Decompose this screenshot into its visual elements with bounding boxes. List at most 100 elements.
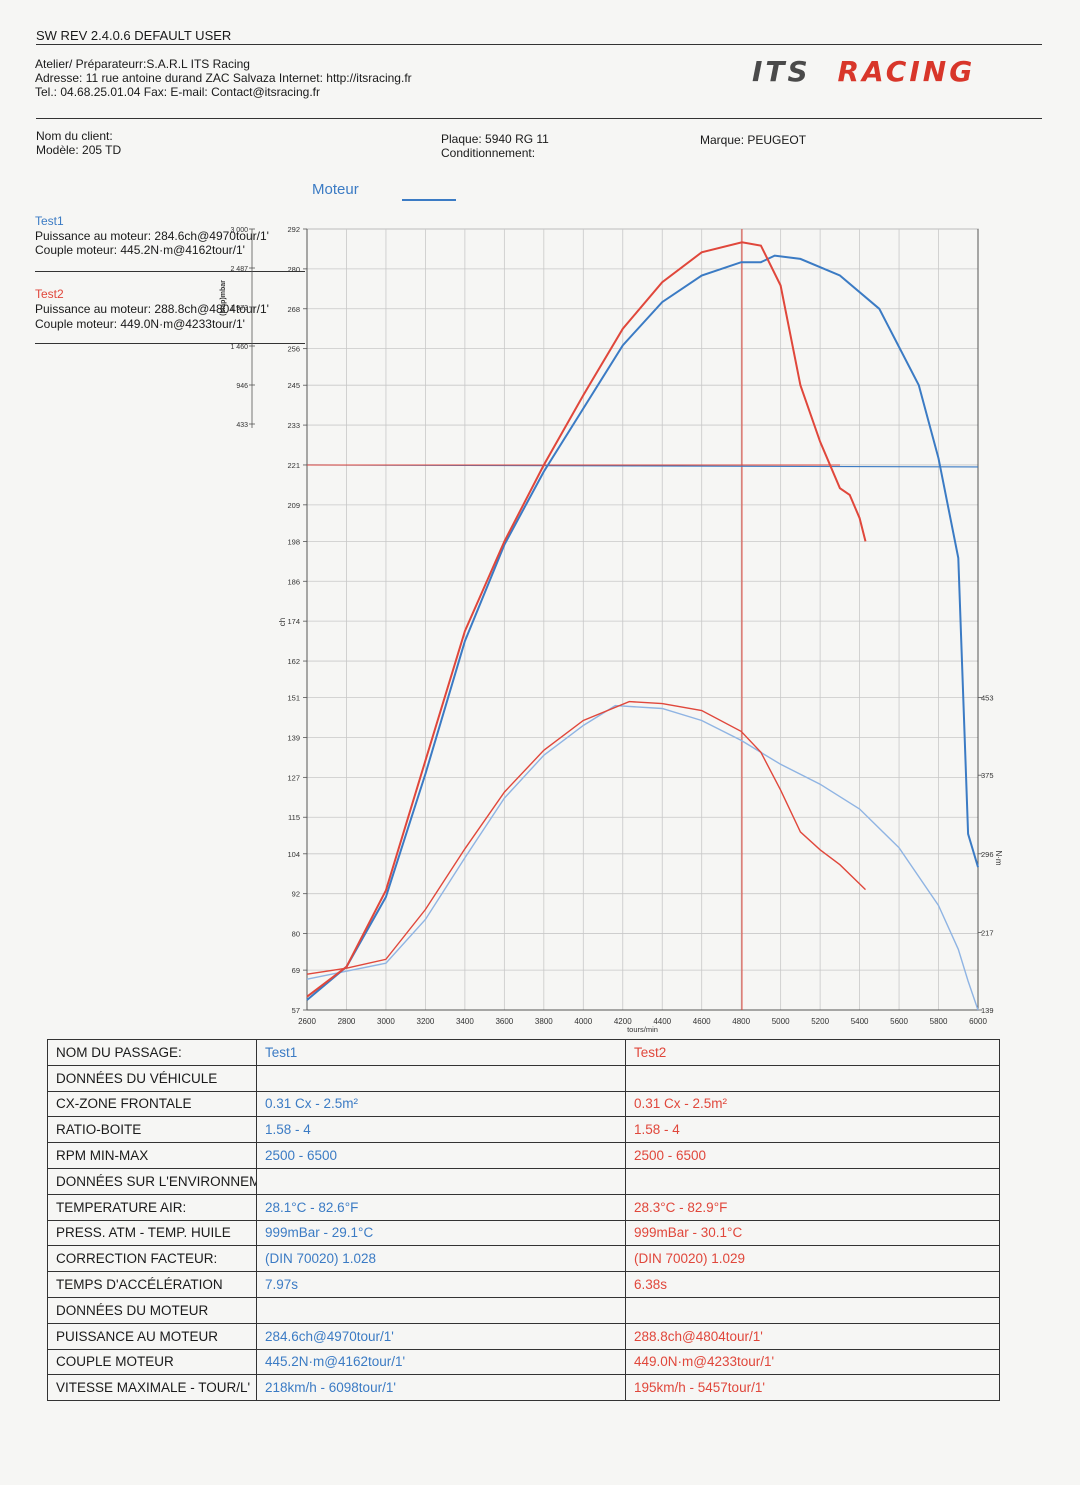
y-tick-label: 256 [287, 345, 300, 354]
x-tick-label: 5000 [772, 1017, 790, 1026]
y-tick-label: 198 [287, 537, 300, 546]
x-tick-label: 4400 [653, 1017, 671, 1026]
x-axis-title: tours/min [627, 1025, 658, 1034]
row-label: RATIO-BOITE [47, 1116, 257, 1144]
power-line-test1 [306, 254, 979, 1001]
y-tick-label: 174 [287, 617, 300, 626]
x-tick-label: 5200 [811, 1017, 829, 1026]
row-label: VITESSE MAXIMALE - TOUR/L' [47, 1374, 257, 1402]
x-tick-label: 5400 [851, 1017, 869, 1026]
y2-tick-label: 375 [981, 771, 994, 780]
test2-power: Puissance au moteur: 288.8ch@4804tour/1' [35, 302, 269, 316]
test2-value: 999mBar - 30.1°C [625, 1219, 1000, 1247]
x-tick-label: 6000 [969, 1017, 987, 1026]
map-tick-label: 2 487 [230, 266, 248, 273]
map-tick-label: 946 [236, 383, 248, 390]
test2-value: 2500 - 6500 [625, 1142, 1000, 1169]
x-tick-label: 3800 [535, 1017, 553, 1026]
test1-value: 445.2N·m@4162tour/1' [256, 1348, 626, 1376]
test1-value: 1.58 - 4 [256, 1116, 626, 1144]
header-test1: Test1 [256, 1039, 626, 1066]
x-tick-label: 3400 [456, 1017, 474, 1026]
map-tick-label: 433 [236, 422, 248, 429]
test1-value: 2500 - 6500 [256, 1142, 626, 1169]
y-tick-label: 245 [287, 381, 300, 390]
y-tick-label: 186 [287, 577, 300, 586]
y-tick-label: 233 [287, 421, 300, 430]
y-tick-label: 292 [287, 225, 300, 234]
x-tick-label: 3200 [417, 1017, 435, 1026]
test1-value: 7.97s [256, 1271, 626, 1298]
table-row: CORRECTION FACTEUR: (DIN 70020) 1.028 (DIN… [47, 1245, 1000, 1273]
table-row: DONNÉES DU VÉHICULE [47, 1064, 1000, 1092]
y-axis-title: ch [278, 618, 287, 626]
y2-tick-label: 217 [981, 928, 994, 937]
y-tick-label: 80 [292, 930, 300, 939]
y-tick-label: 139 [287, 733, 300, 742]
row-label: CORRECTION FACTEUR: [47, 1245, 257, 1273]
table-row: PRESS. ATM - TEMP. HUILE 999mBar - 29.1°C… [47, 1219, 1000, 1247]
row-label: PUISSANCE AU MOTEUR [47, 1322, 257, 1350]
dyno-chart: 2600 2800 3000 3200 3400 3600 3800 4000 4200 4400… [220, 225, 1003, 1034]
row-label: TEMPS D'ACCÉLÉRATION [47, 1271, 257, 1298]
row-label: CX-ZONE FRONTALE [47, 1090, 257, 1118]
map-tick-label: 1 973 [230, 305, 248, 312]
test1-value [256, 1296, 626, 1324]
test1-torque: Couple moteur: 445.2N·m@4162tour/1' [35, 243, 245, 257]
chart-series [306, 229, 979, 1011]
row-label: TEMPERATURE AIR: [47, 1193, 257, 1221]
y2-tick-label: 453 [981, 694, 994, 703]
y-tick-label: 151 [287, 694, 300, 703]
software-version: SW REV 2.4.0.6 DEFAULT USER [36, 28, 232, 43]
row-label: RPM MIN-MAX [47, 1142, 257, 1169]
test1-value [256, 1167, 626, 1195]
test1-value: 284.6ch@4970tour/1' [256, 1322, 626, 1350]
test2-title: Test2 [35, 287, 64, 301]
y2-tick-label: 139 [981, 1006, 994, 1015]
table-row: PUISSANCE AU MOTEUR 284.6ch@4970tour/1' 28… [47, 1322, 1000, 1350]
test1-value [256, 1064, 626, 1092]
row-label: DONNÉES DU MOTEUR [47, 1296, 257, 1324]
x-tick-label: 2800 [338, 1017, 356, 1026]
y-tick-label: 162 [287, 657, 300, 666]
x-tick-label: 4200 [614, 1017, 632, 1026]
map-tick-label: 3 000 [230, 227, 248, 234]
table-row: DONNÉES DU MOTEUR [47, 1296, 1000, 1324]
header-test2: Test2 [625, 1039, 1000, 1066]
contact-divider [36, 118, 1042, 119]
address-line: Adresse: 11 rue antoine durand ZAC Salva… [35, 71, 412, 85]
x-tick-label: 2600 [298, 1017, 316, 1026]
plot-frame [306, 228, 979, 1011]
table-row: RPM MIN-MAX 2500 - 6500 2500 - 6500 [47, 1142, 1000, 1169]
y-tick-label: 69 [292, 966, 300, 975]
table-header-row: NOM DU PASSAGE: Test1 Test2 [47, 1039, 1000, 1066]
y-tick-label: 268 [287, 305, 300, 314]
client-name-label: Nom du client: [36, 129, 113, 143]
torque-line-test2 [306, 700, 866, 975]
chart-grid [306, 228, 979, 1011]
y2-tick-label: 296 [981, 850, 994, 859]
test2-value [625, 1064, 1000, 1092]
test1-value: 28.1°C - 82.6°F [256, 1193, 626, 1221]
map-axis-title: (Map)mbar [220, 280, 227, 316]
test2-value: 0.31 Cx - 2.5m² [625, 1090, 1000, 1118]
row-label: PRESS. ATM - TEMP. HUILE [47, 1219, 257, 1247]
power-line-test2 [306, 241, 867, 998]
test1-value: (DIN 70020) 1.028 [256, 1245, 626, 1273]
chart-axes [249, 228, 982, 1011]
test1-divider [35, 271, 305, 272]
table-row: DONNÉES SUR L'ENVIRONNEMI [47, 1167, 1000, 1195]
header-label: NOM DU PASSAGE: [47, 1039, 257, 1066]
test2-value: 6.38s [625, 1271, 1000, 1298]
legend-moteur-swatch [402, 199, 456, 201]
contact-line: Tel.: 04.68.25.01.04 Fax: E-mail: Contac… [35, 85, 320, 99]
y-tick-label: 57 [292, 1006, 300, 1015]
x-tick-label: 3000 [377, 1017, 395, 1026]
table-row: COUPLE MOTEUR 445.2N·m@4162tour/1' 449.0N·… [47, 1348, 1000, 1376]
table-row: RATIO-BOITE 1.58 - 4 1.58 - 4 [47, 1116, 1000, 1144]
license-plate: Plaque: 5940 RG 11 [441, 132, 549, 146]
test1-title: Test1 [35, 214, 64, 228]
table-row: TEMPERATURE AIR: 28.1°C - 82.6°F 28.3°C - … [47, 1193, 1000, 1221]
torque-line-test1 [306, 704, 979, 1011]
test2-value: 449.0N·m@4233tour/1' [625, 1348, 1000, 1376]
